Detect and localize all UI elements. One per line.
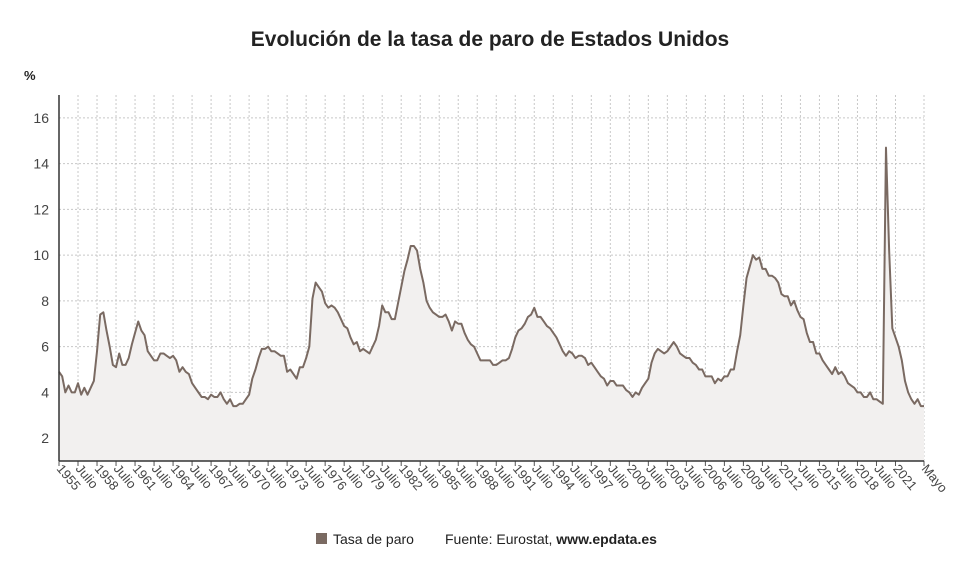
y-tick-label: 16	[33, 110, 49, 126]
source-link: www.epdata.es	[555, 531, 657, 547]
y-unit: %	[24, 68, 36, 83]
y-tick-label: 4	[41, 384, 49, 400]
source-text: Fuente: Eurostat,	[445, 531, 552, 547]
y-tick-label: 8	[41, 293, 49, 309]
x-tick-label: Mayo	[919, 461, 951, 495]
y-tick-label: 10	[33, 247, 49, 263]
chart-title: Evolución de la tasa de paro de Estados …	[251, 28, 729, 51]
line	[58, 146, 924, 408]
y-tick-label: 2	[41, 430, 49, 446]
y-tick-label: 14	[33, 156, 49, 172]
legend-swatch	[316, 533, 327, 544]
area	[59, 147, 924, 462]
source: Fuente: Eurostat, www.epdata.es	[445, 531, 657, 547]
y-tick-label: 12	[33, 201, 49, 217]
y-tick-label: 6	[41, 339, 49, 355]
legend-label: Tasa de paro	[333, 531, 414, 547]
